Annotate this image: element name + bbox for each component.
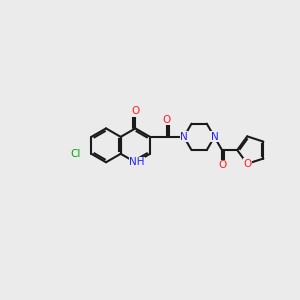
Text: O: O <box>131 106 140 116</box>
Text: O: O <box>163 115 171 125</box>
Text: NH: NH <box>129 157 145 167</box>
Text: N: N <box>180 132 188 142</box>
Text: Cl: Cl <box>70 149 80 159</box>
Text: N: N <box>211 132 218 142</box>
Text: O: O <box>218 160 226 170</box>
Text: O: O <box>243 159 251 169</box>
